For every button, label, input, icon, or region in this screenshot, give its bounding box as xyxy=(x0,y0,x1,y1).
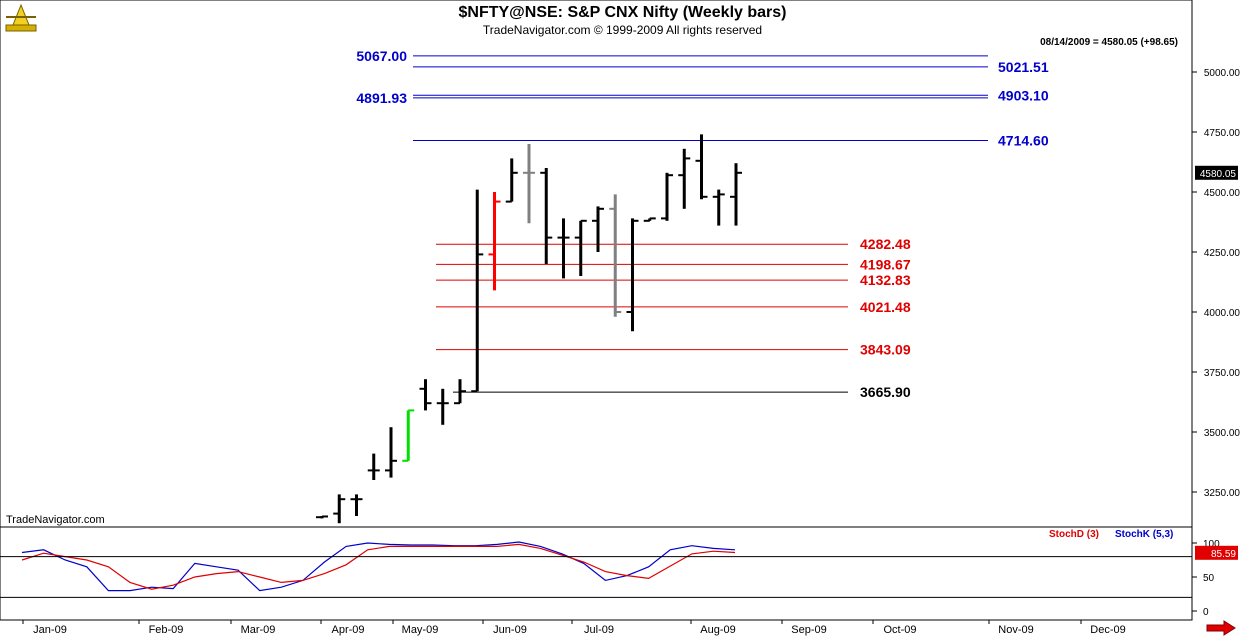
stoch-y-tick-label: 100 xyxy=(1203,539,1220,550)
level-label-red: 4282.48 xyxy=(860,236,911,252)
y-tick-label: 4250.00 xyxy=(1204,248,1241,259)
stochastic-y-axis: 100 50 0 85.59 xyxy=(0,539,1238,618)
y-tick-label: 3750.00 xyxy=(1204,368,1241,379)
price-y-axis: 5000.00 4750.00 4500.00 4250.00 4000.00 3750.… xyxy=(1192,68,1240,499)
stoch-last-box xyxy=(1195,545,1238,560)
level-label-blue: 4714.60 xyxy=(998,132,1049,148)
level-label-blue: 4903.10 xyxy=(998,87,1049,103)
level-label-red: 3843.09 xyxy=(860,342,911,358)
x-tick-label: Dec-09 xyxy=(1090,624,1125,636)
level-label-blue: 5021.51 xyxy=(998,59,1049,75)
x-tick-label: Jun-09 xyxy=(493,624,527,636)
x-tick-label: Jul-09 xyxy=(584,624,614,636)
y-tick-label: 5000.00 xyxy=(1204,68,1241,79)
y-tick-label: 4000.00 xyxy=(1204,308,1241,319)
stoch-last-label: 85.59 xyxy=(1211,549,1236,560)
stochastic-lines xyxy=(21,541,736,592)
y-tick-label: 4500.00 xyxy=(1204,188,1241,199)
level-lines: 5067.00 5021.51 4903.10 4891.93 4714.60 4282.… xyxy=(356,48,1048,400)
x-tick-label: Sep-09 xyxy=(791,624,826,636)
level-label-red: 4021.48 xyxy=(860,299,911,315)
stoch-series-line xyxy=(21,543,736,590)
level-label-red: 4198.67 xyxy=(860,256,911,272)
y-tick-label: 3250.00 xyxy=(1204,488,1241,499)
stoch-y-tick-label: 0 xyxy=(1203,607,1209,618)
x-tick-label: Feb-09 xyxy=(149,624,184,636)
level-label-red: 4132.83 xyxy=(860,272,911,288)
scroll-right-arrow-icon[interactable] xyxy=(1206,620,1236,636)
y-tick-label: 4750.00 xyxy=(1204,128,1241,139)
stoch-y-tick-label: 50 xyxy=(1203,573,1215,584)
x-tick-label: Oct-09 xyxy=(883,624,916,636)
stoch-series-line xyxy=(21,541,736,592)
level-label-blue: 4891.93 xyxy=(356,90,407,106)
last-price-label: 4580.05 xyxy=(1200,169,1237,180)
x-tick-label: Apr-09 xyxy=(331,624,364,636)
y-tick-label: 3500.00 xyxy=(1204,428,1241,439)
x-tick-label: May-09 xyxy=(402,624,439,636)
level-label-black: 3665.90 xyxy=(860,384,911,400)
x-tick-label: Aug-09 xyxy=(700,624,735,636)
ohlc-bars xyxy=(316,134,742,524)
x-tick-label: Nov-09 xyxy=(998,624,1033,636)
x-tick-label: Jan-09 xyxy=(33,624,67,636)
x-axis: Jan-09 Feb-09 Mar-09 Apr-09 May-09 Jun-09 Jul-… xyxy=(22,620,1126,636)
price-panel xyxy=(0,0,1193,528)
level-label-blue: 5067.00 xyxy=(356,48,407,64)
x-tick-label: Mar-09 xyxy=(241,624,276,636)
last-price-box xyxy=(1195,165,1238,180)
